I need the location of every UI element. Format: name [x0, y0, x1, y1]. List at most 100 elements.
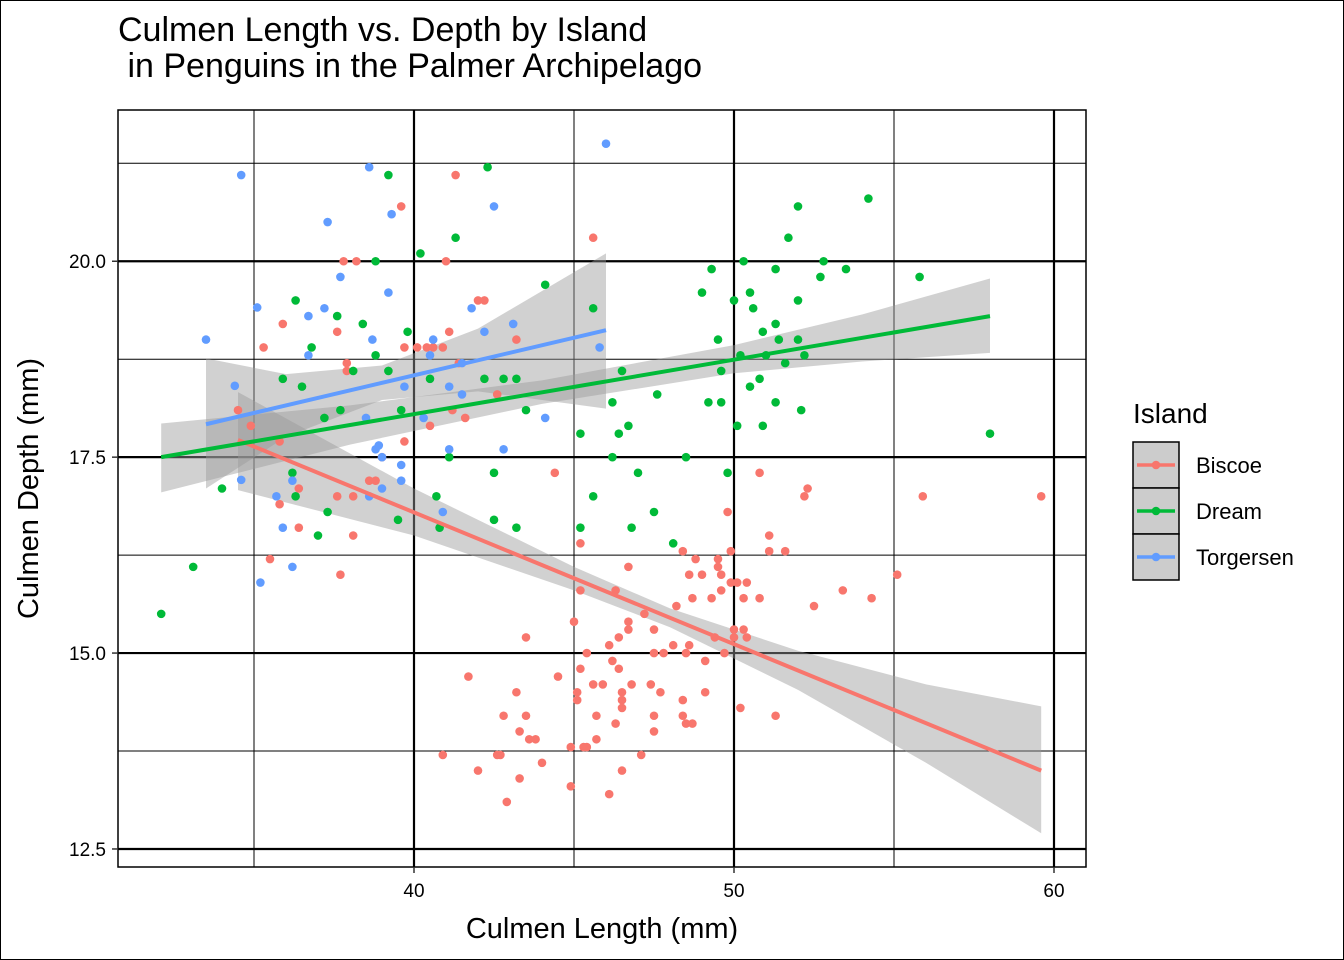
data-point-biscoe — [473, 296, 483, 305]
legend-title: Island — [1133, 398, 1208, 429]
y-tick-label: 15.0 — [69, 644, 106, 665]
data-point-dream — [291, 492, 300, 501]
data-point-biscoe — [672, 601, 681, 611]
data-point-biscoe — [348, 531, 358, 540]
data-point-biscoe — [659, 648, 668, 658]
data-point-biscoe — [617, 695, 627, 705]
data-point-torgersen — [508, 319, 518, 329]
legend-item-torgersen: Torgersen — [1132, 533, 1294, 581]
regression-line-dream — [160, 314, 991, 460]
data-point-dream — [819, 256, 828, 266]
data-point-biscoe — [614, 633, 624, 642]
data-point-biscoe — [764, 546, 774, 556]
data-point-dream — [758, 421, 768, 431]
data-point-dream — [489, 468, 499, 478]
data-point-dream — [608, 452, 617, 462]
data-point-biscoe — [716, 586, 726, 595]
data-point-biscoe — [656, 687, 665, 697]
data-point-biscoe — [515, 774, 524, 783]
data-point-biscoe — [460, 413, 470, 423]
data-point-dream — [371, 256, 380, 266]
data-point-biscoe — [681, 719, 691, 728]
data-point-dream — [323, 507, 332, 517]
data-point-biscoe — [684, 640, 694, 650]
data-point-biscoe — [678, 711, 688, 721]
data-point-biscoe — [624, 617, 633, 627]
plot-panel — [117, 109, 1087, 868]
legend-label: Torgersen — [1196, 545, 1294, 570]
data-point-biscoe — [668, 640, 678, 650]
data-point-biscoe — [588, 233, 598, 243]
legend-key-point — [1151, 506, 1161, 516]
data-point-torgersen — [377, 484, 387, 493]
data-point-dream — [748, 303, 758, 313]
data-point-dream — [816, 272, 825, 282]
data-point-torgersen — [396, 476, 406, 485]
data-point-biscoe — [480, 296, 489, 305]
data-point-biscoe — [553, 672, 563, 681]
x-axis-title: Culmen Length (mm) — [466, 913, 738, 945]
data-point-dream — [716, 366, 726, 376]
data-point-dream — [771, 319, 780, 329]
data-point-dream — [627, 523, 636, 532]
data-point-dream — [371, 350, 380, 360]
data-point-torgersen — [252, 303, 262, 312]
data-point-biscoe — [537, 758, 547, 768]
data-point-dream — [217, 484, 227, 493]
data-point-biscoe — [640, 609, 649, 619]
data-point-dream — [188, 562, 198, 572]
data-point-dream — [588, 492, 598, 501]
data-point-torgersen — [595, 343, 604, 352]
data-point-dream — [403, 327, 412, 337]
data-point-dream — [396, 405, 406, 415]
data-point-dream — [668, 539, 678, 548]
data-point-dream — [755, 374, 764, 384]
data-point-biscoe — [649, 625, 659, 634]
data-point-biscoe — [496, 750, 505, 760]
data-point-dream — [297, 382, 307, 391]
data-point-dream — [320, 413, 329, 423]
data-point-biscoe — [550, 468, 560, 478]
data-point-biscoe — [688, 719, 697, 728]
data-point-biscoe — [611, 719, 620, 728]
data-point-biscoe — [364, 476, 374, 485]
data-point-dream — [758, 327, 768, 337]
data-point-dream — [489, 515, 499, 525]
y-tick-label: 17.5 — [69, 448, 106, 469]
data-point-biscoe — [624, 625, 633, 634]
legend-label: Biscoe — [1196, 453, 1262, 478]
data-point-biscoe — [892, 570, 902, 580]
data-point-dream — [732, 421, 742, 431]
data-point-torgersen — [368, 335, 377, 344]
data-point-dream — [512, 523, 521, 532]
data-point-biscoe — [707, 593, 716, 603]
data-point-dream — [796, 405, 806, 415]
data-point-biscoe — [425, 421, 435, 431]
data-point-biscoe — [582, 742, 592, 752]
data-point-biscoe — [678, 546, 688, 556]
data-point-dream — [713, 335, 723, 344]
data-point-biscoe — [716, 570, 726, 580]
data-point-dream — [540, 280, 550, 290]
x-tick-label: 60 — [1043, 881, 1064, 902]
data-point-dream — [707, 264, 716, 274]
data-point-biscoe — [473, 766, 483, 775]
data-point-dream — [358, 319, 368, 329]
data-point-dream — [432, 492, 441, 501]
data-point-biscoe — [592, 734, 601, 744]
data-point-biscoe — [838, 586, 848, 595]
data-point-dream — [384, 170, 393, 180]
legend-item-biscoe: Biscoe — [1132, 441, 1262, 489]
data-point-torgersen — [499, 445, 508, 454]
data-point-biscoe — [451, 170, 460, 180]
data-point-dream — [800, 350, 809, 360]
data-point-biscoe — [521, 711, 531, 721]
data-point-biscoe — [499, 711, 508, 721]
data-point-biscoe — [371, 476, 380, 485]
data-point-torgersen — [336, 272, 345, 282]
data-point-dream — [793, 296, 803, 305]
data-point-biscoe — [400, 343, 409, 352]
data-point-biscoe — [624, 562, 633, 572]
data-point-biscoe — [396, 202, 406, 211]
data-point-biscoe — [441, 256, 451, 266]
